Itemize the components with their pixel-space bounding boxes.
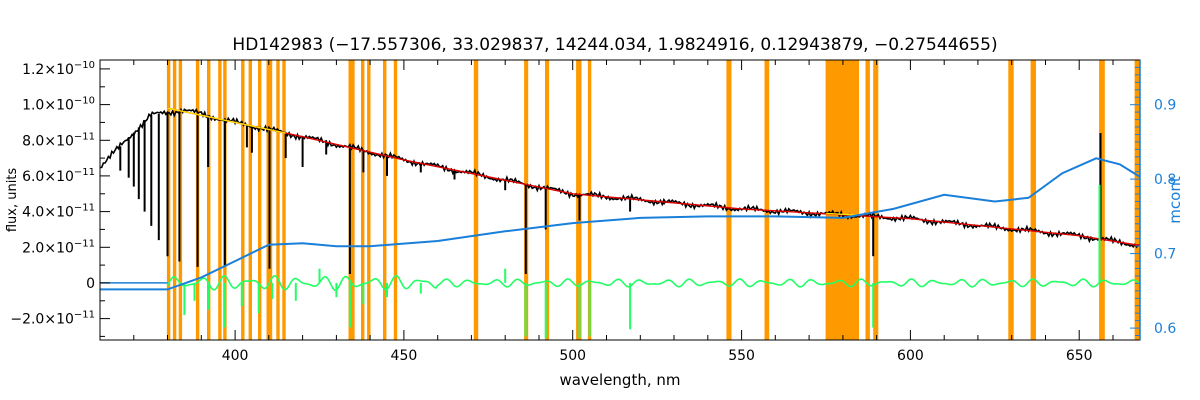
masked-region	[1030, 60, 1036, 340]
y-right-tick-label: 0.9	[1154, 98, 1176, 114]
masked-region	[1134, 60, 1140, 340]
masked-region	[282, 60, 286, 340]
chart-title: HD142983 (−17.557306, 33.029837, 14244.0…	[232, 35, 997, 55]
x-tick-label: 450	[391, 348, 418, 364]
y-right-tick-label: 0.8	[1154, 172, 1176, 188]
masked-region	[473, 60, 479, 340]
x-tick-label: 550	[728, 348, 755, 364]
y-left-tick-label: 1.2×10−10	[22, 60, 95, 78]
y-left-tick-label: 8.0×10−11	[22, 131, 95, 149]
masked-region	[258, 60, 262, 340]
x-tick-label: 650	[1066, 348, 1093, 364]
masked-region	[587, 60, 592, 340]
y-right-tick-label: 0.7	[1154, 247, 1176, 263]
x-axis: 400 450 500 550 600 650	[99, 60, 1114, 364]
masked-region	[726, 60, 732, 340]
residuals-line	[166, 274, 1141, 292]
y-left-tick-label: 6.0×10−11	[22, 167, 95, 185]
y-left-tick-label: 0	[86, 276, 95, 292]
masked-region	[545, 60, 550, 340]
y-left-tick-label: 2.0×10−11	[22, 238, 95, 256]
masked-region	[764, 60, 770, 340]
masked-region	[218, 60, 222, 340]
x-axis-label: wavelength, nm	[559, 371, 680, 389]
y-axis-left: −2.0×10−11 0 2.0×10−11 4.0×10−11 6.0×10−11 8.…	[10, 60, 110, 337]
masked-region	[276, 60, 280, 340]
y-right-tick-label: 0.6	[1154, 321, 1176, 337]
masked-region	[248, 60, 252, 340]
masked-region	[207, 60, 211, 340]
masked-region	[241, 60, 245, 340]
masked-region	[166, 60, 171, 340]
masked-region	[393, 60, 398, 340]
masked-model-line	[167, 107, 286, 134]
masked-region	[348, 60, 355, 340]
x-tick-label: 500	[559, 348, 586, 364]
masked-region	[1099, 60, 1105, 340]
masked-regions	[166, 60, 1140, 340]
y-left-tick-label: 1.0×10−10	[22, 96, 95, 114]
masked-region	[865, 60, 870, 340]
masked-region	[383, 60, 387, 340]
masked-region	[825, 60, 859, 340]
masked-region	[172, 60, 177, 340]
y-left-tick-label: −2.0×10−11	[10, 310, 95, 328]
masked-region	[367, 60, 371, 340]
masked-region	[361, 60, 365, 340]
mcont-line	[100, 157, 1141, 291]
y-left-tick-label: 4.0×10−11	[22, 203, 95, 221]
masked-region	[873, 60, 879, 340]
series-layer	[99, 107, 1141, 339]
y-axis-right: 0.6 0.7 0.8 0.9	[1130, 60, 1176, 340]
x-tick-label: 400	[222, 348, 249, 364]
x-tick-label: 600	[897, 348, 924, 364]
y-axis-right-label: mcont	[1166, 176, 1184, 224]
y-axis-left-label: flux, units	[5, 168, 20, 233]
